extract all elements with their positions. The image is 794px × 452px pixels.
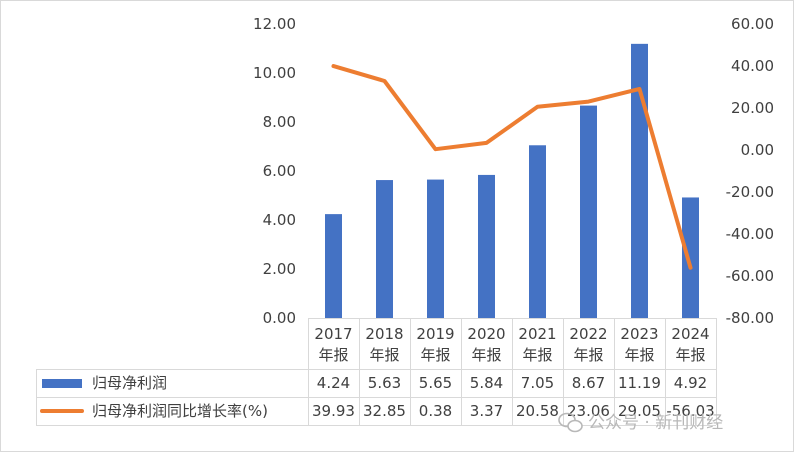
x-tick-label: 2018 xyxy=(365,325,403,343)
data-label: 23.06 xyxy=(567,402,610,420)
data-label: 29.05 xyxy=(618,402,661,420)
x-tick-label: 2017 xyxy=(314,325,352,343)
bar xyxy=(529,145,546,318)
x-tick-label: 2024 xyxy=(671,325,709,343)
data-label: 20.58 xyxy=(516,402,559,420)
data-label: 7.05 xyxy=(521,374,554,392)
data-label: 0.38 xyxy=(419,402,452,420)
y-left-tick-label: 10.00 xyxy=(253,64,296,82)
y-left-tick-label: 8.00 xyxy=(263,113,296,131)
bar xyxy=(478,174,495,318)
legend-label: 归母净利润同比增长率(%) xyxy=(92,402,268,420)
x-tick-label: 2019 xyxy=(416,325,454,343)
data-label: 32.85 xyxy=(363,402,406,420)
bar xyxy=(580,105,597,319)
x-tick-label: 2023 xyxy=(620,325,658,343)
y-right-tick-label: -60.00 xyxy=(726,267,774,285)
y-right-tick-label: -80.00 xyxy=(726,309,774,327)
bar xyxy=(682,197,699,318)
x-tick-label: 年报 xyxy=(318,346,348,364)
watermark-text: 公众号 · 新刊财经 xyxy=(588,413,723,433)
data-label: 3.37 xyxy=(470,402,503,420)
y-left-tick-label: 0.00 xyxy=(263,309,296,327)
data-label: 39.93 xyxy=(312,402,355,420)
y-left-tick-label: 12.00 xyxy=(253,15,296,33)
x-tick-label: 年报 xyxy=(573,346,603,364)
data-label: 4.92 xyxy=(674,374,707,392)
y-right-tick-label: 20.00 xyxy=(731,99,774,117)
growth-line xyxy=(331,64,693,270)
x-tick-label: 年报 xyxy=(522,346,552,364)
data-label: -56.03 xyxy=(666,402,714,420)
x-tick-label: 2020 xyxy=(467,325,505,343)
y-left-tick-label: 4.00 xyxy=(263,211,296,229)
data-label: 8.67 xyxy=(572,374,605,392)
x-tick-label: 年报 xyxy=(624,346,654,364)
bar xyxy=(427,179,444,318)
data-label: 11.19 xyxy=(618,374,661,392)
x-tick-label: 年报 xyxy=(471,346,501,364)
y-right-tick-label: 60.00 xyxy=(731,15,774,33)
x-tick-label: 年报 xyxy=(675,346,705,364)
bar xyxy=(325,214,342,318)
bar xyxy=(631,43,648,318)
wechat-icon xyxy=(558,412,583,433)
y-left-tick-label: 2.00 xyxy=(263,260,296,278)
y-right-tick-label: 0.00 xyxy=(741,141,774,159)
y-right-tick-label: -40.00 xyxy=(726,225,774,243)
data-label: 5.63 xyxy=(368,374,401,392)
legend-key-bar xyxy=(42,379,82,388)
legend-label: 归母净利润 xyxy=(92,374,167,392)
data-label: 4.24 xyxy=(317,374,350,392)
x-tick-label: 年报 xyxy=(369,346,399,364)
x-tick-label: 2022 xyxy=(569,325,607,343)
y-left-tick-label: 6.00 xyxy=(263,162,296,180)
data-label: 5.65 xyxy=(419,374,452,392)
y-right-tick-label: 40.00 xyxy=(731,57,774,75)
bar xyxy=(376,180,393,318)
x-tick-label: 年报 xyxy=(420,346,450,364)
y-right-tick-label: -20.00 xyxy=(726,183,774,201)
data-label: 5.84 xyxy=(470,374,503,392)
x-tick-label: 2021 xyxy=(518,325,556,343)
